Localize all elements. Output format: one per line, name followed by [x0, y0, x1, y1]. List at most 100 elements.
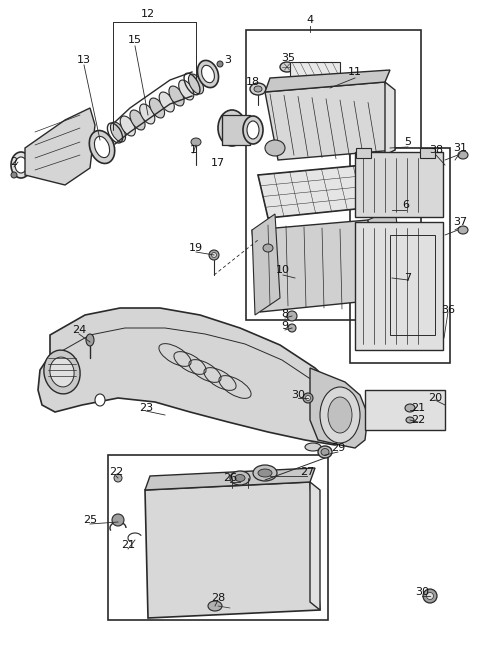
Ellipse shape: [95, 394, 105, 406]
Ellipse shape: [458, 151, 468, 159]
Bar: [246, 30, 421, 320]
Text: 11: 11: [348, 67, 362, 77]
Bar: [390, 235, 435, 335]
Text: 31: 31: [453, 143, 467, 153]
Ellipse shape: [217, 61, 223, 67]
Text: 29: 29: [331, 443, 345, 453]
Ellipse shape: [159, 92, 174, 112]
Ellipse shape: [223, 116, 241, 140]
Text: 24: 24: [72, 325, 86, 335]
Text: 30: 30: [415, 587, 429, 597]
Text: 22: 22: [411, 415, 425, 425]
Ellipse shape: [365, 254, 385, 282]
Polygon shape: [310, 482, 320, 610]
Ellipse shape: [318, 446, 332, 458]
Ellipse shape: [209, 250, 219, 260]
Text: 36: 36: [441, 305, 455, 315]
Text: 28: 28: [211, 593, 225, 603]
Ellipse shape: [405, 404, 415, 412]
Ellipse shape: [218, 110, 246, 146]
Ellipse shape: [263, 244, 273, 252]
Ellipse shape: [208, 601, 222, 611]
Ellipse shape: [212, 253, 216, 258]
Ellipse shape: [458, 226, 468, 234]
Text: 8: 8: [281, 309, 288, 319]
Polygon shape: [265, 70, 390, 92]
Bar: [222, 115, 250, 145]
Ellipse shape: [50, 357, 74, 387]
Ellipse shape: [328, 397, 352, 433]
Bar: [365, 390, 445, 430]
Text: 18: 18: [246, 77, 260, 87]
Text: 9: 9: [281, 321, 288, 331]
Text: 22: 22: [109, 467, 123, 477]
Text: 2: 2: [11, 157, 18, 167]
Ellipse shape: [253, 465, 277, 481]
Ellipse shape: [15, 157, 27, 173]
Ellipse shape: [130, 110, 145, 130]
Text: 21: 21: [411, 403, 425, 413]
Polygon shape: [310, 368, 368, 448]
Ellipse shape: [140, 104, 155, 124]
Text: 20: 20: [428, 393, 442, 403]
Text: 6: 6: [403, 200, 409, 210]
Text: 10: 10: [276, 265, 290, 275]
Ellipse shape: [250, 83, 266, 95]
Ellipse shape: [120, 116, 135, 136]
Text: 17: 17: [211, 158, 225, 168]
Polygon shape: [252, 220, 378, 312]
Ellipse shape: [114, 474, 122, 482]
Ellipse shape: [254, 86, 262, 92]
Ellipse shape: [427, 592, 433, 600]
Bar: [355, 222, 443, 350]
Ellipse shape: [287, 311, 297, 321]
Text: 15: 15: [128, 35, 142, 45]
Text: 12: 12: [141, 9, 155, 19]
Ellipse shape: [321, 449, 329, 455]
Polygon shape: [252, 214, 280, 315]
Text: 1: 1: [190, 145, 196, 155]
Polygon shape: [258, 163, 395, 218]
Polygon shape: [145, 468, 315, 490]
Ellipse shape: [191, 138, 201, 146]
Text: 26: 26: [223, 473, 237, 483]
Polygon shape: [265, 82, 395, 160]
Bar: [355, 152, 443, 217]
Bar: [290, 62, 340, 78]
Bar: [350, 148, 450, 363]
Polygon shape: [145, 482, 320, 618]
Ellipse shape: [86, 334, 94, 346]
Text: 38: 38: [429, 145, 443, 155]
Polygon shape: [368, 208, 405, 302]
Ellipse shape: [280, 62, 294, 72]
Ellipse shape: [247, 121, 259, 139]
Ellipse shape: [110, 122, 126, 142]
Text: 30: 30: [291, 390, 305, 400]
Text: 19: 19: [189, 243, 203, 253]
Ellipse shape: [258, 469, 272, 477]
Text: 23: 23: [139, 403, 153, 413]
Text: 25: 25: [83, 515, 97, 525]
Ellipse shape: [230, 471, 250, 485]
Polygon shape: [38, 308, 355, 445]
Ellipse shape: [235, 474, 245, 482]
Ellipse shape: [197, 60, 218, 88]
Ellipse shape: [11, 152, 31, 178]
Ellipse shape: [305, 443, 321, 451]
Text: 37: 37: [453, 217, 467, 227]
Text: 27: 27: [300, 467, 314, 477]
Ellipse shape: [179, 80, 194, 100]
Text: 3: 3: [225, 55, 231, 65]
Bar: [420, 148, 435, 158]
Ellipse shape: [189, 74, 204, 94]
Ellipse shape: [95, 136, 109, 157]
Ellipse shape: [112, 514, 124, 526]
Text: 7: 7: [405, 273, 411, 283]
Ellipse shape: [423, 589, 437, 603]
Ellipse shape: [202, 66, 215, 83]
Ellipse shape: [406, 417, 414, 423]
Ellipse shape: [320, 387, 360, 443]
Ellipse shape: [169, 86, 184, 106]
Text: 4: 4: [306, 15, 313, 25]
Bar: [356, 148, 371, 158]
